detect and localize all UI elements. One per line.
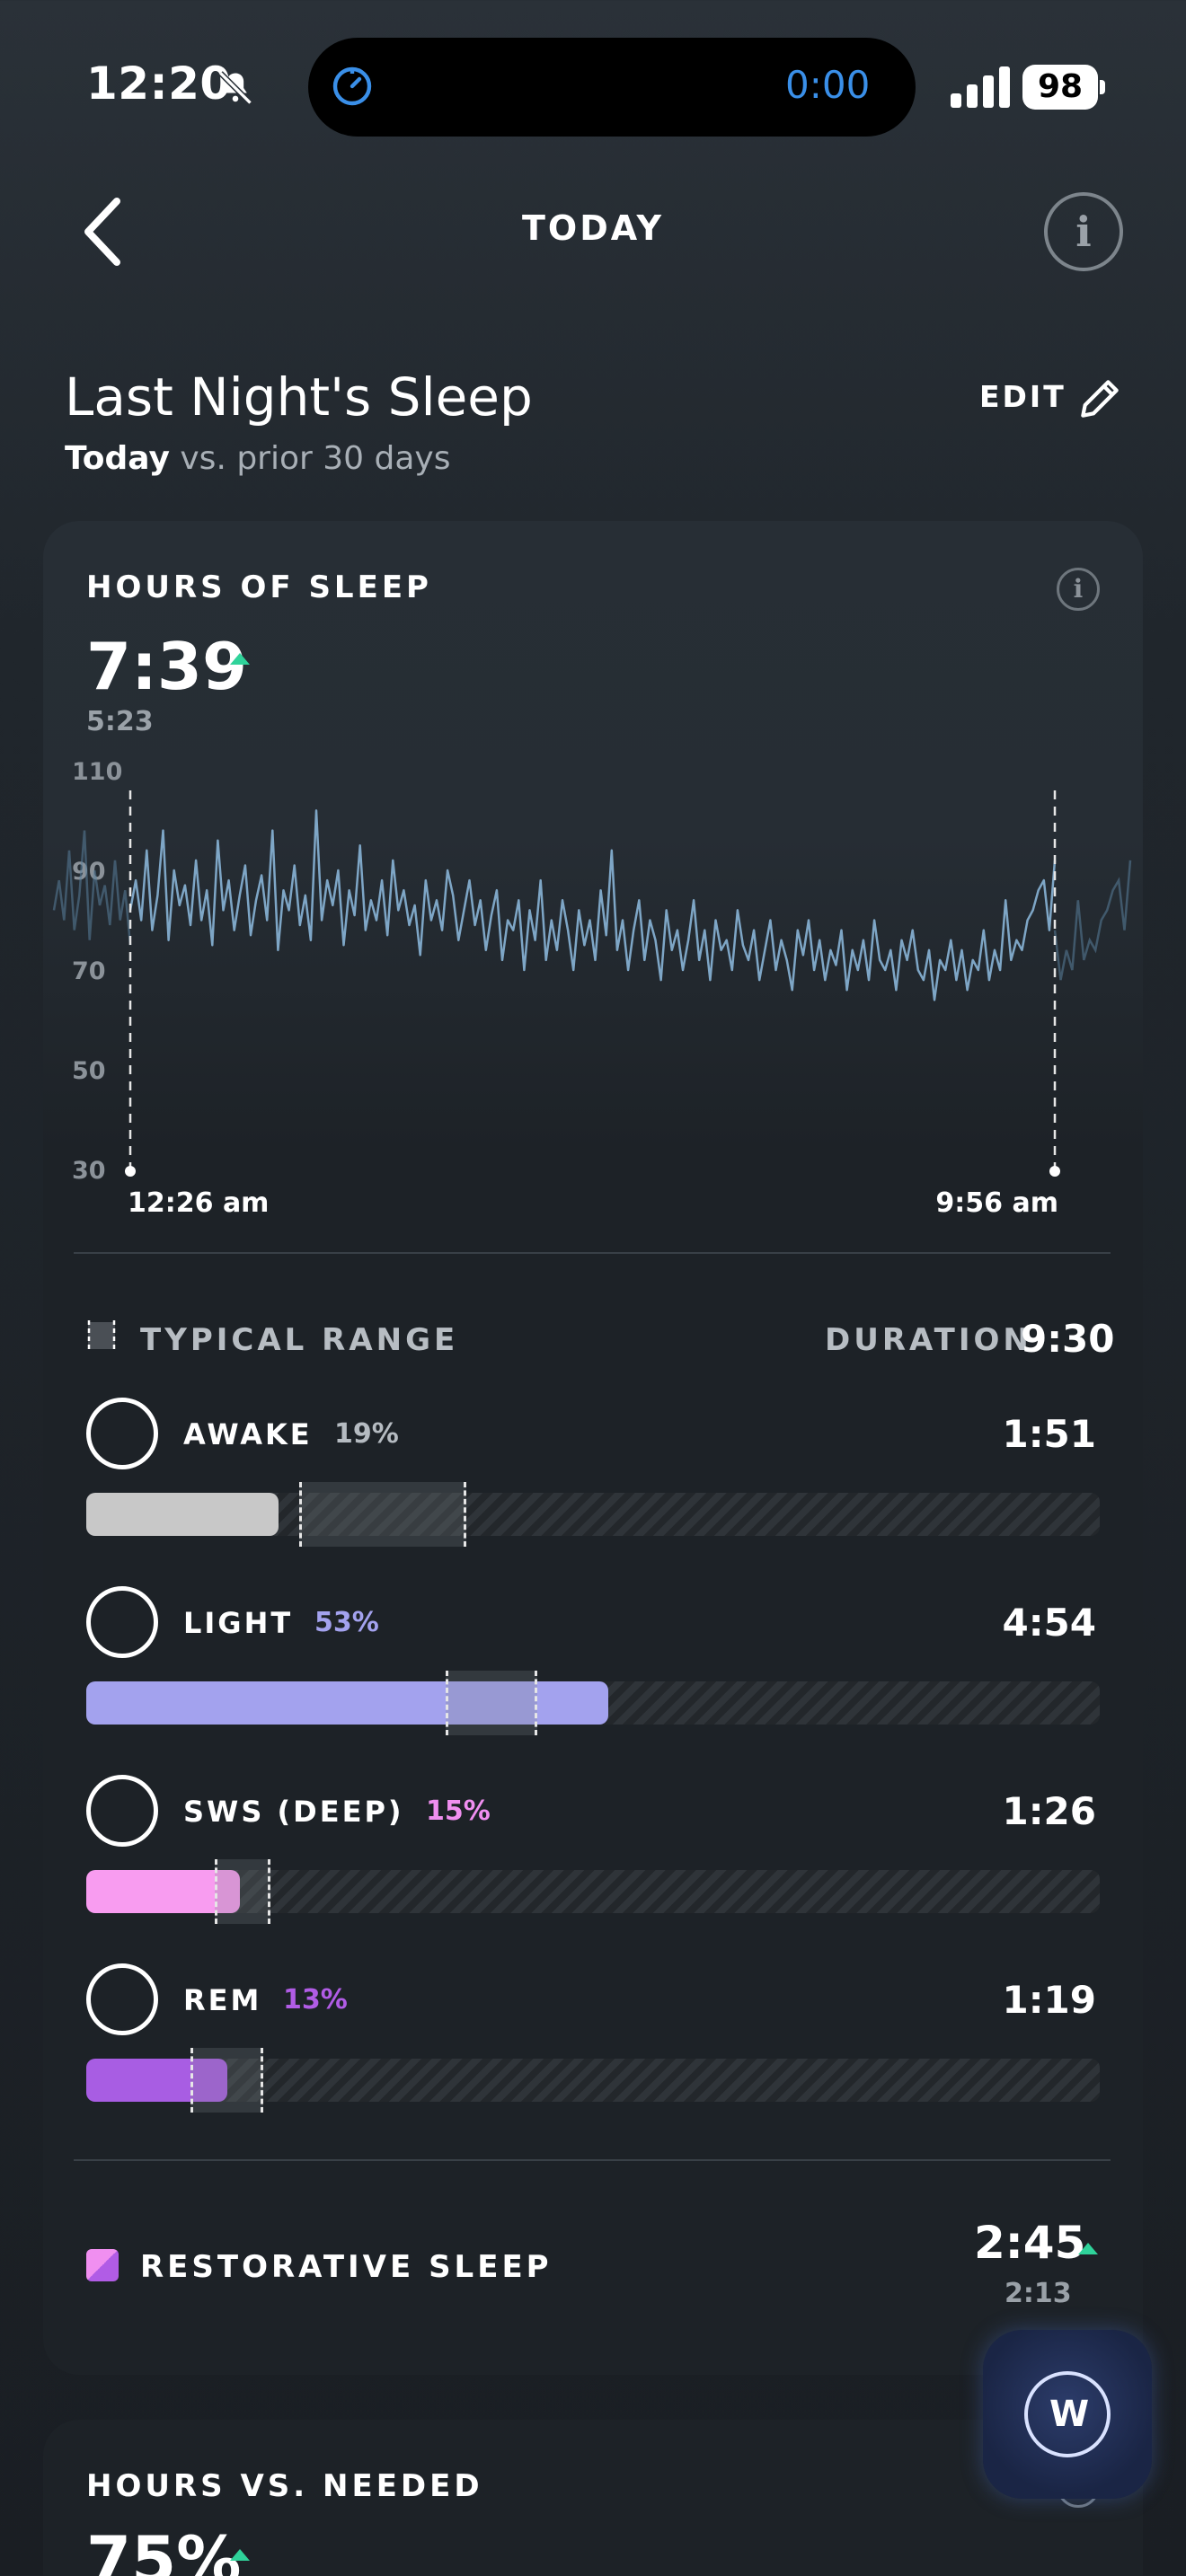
timer-icon [332,66,372,106]
y-tick-label: 110 [72,758,122,786]
stage-circle-2[interactable] [86,1775,158,1847]
end-dot [1049,1166,1060,1177]
stage-percent: 19% [334,1418,399,1450]
signal-icon [951,66,1010,108]
whoop-logo-icon[interactable]: W [1024,2371,1111,2457]
hours-vs-needed-card [43,2420,1143,2576]
stage-time: 1:19 [1002,1978,1096,2022]
y-tick-label: 30 [72,1157,106,1185]
status-time: 12:20 [86,57,232,110]
divider [74,1252,1111,1254]
divider [74,2159,1111,2161]
typical-range-label: TYPICAL RANGE [140,1322,459,1358]
trend-up-icon [230,2549,250,2561]
restorative-sleep-icon [86,2249,119,2281]
pencil-icon[interactable] [1075,374,1125,424]
heart-rate-chart: 110 90 70 50 30 12:26 am 9:56 am [52,758,1132,1219]
stage-bar-fill [86,2059,227,2102]
y-tick-label: 90 [72,858,106,886]
start-time-label: 12:26 am [128,1187,269,1219]
stage-percent: 53% [314,1607,379,1638]
restorative-sleep-value: 2:45 [974,2217,1086,2269]
hours-info-icon[interactable]: i [1057,568,1100,611]
trend-up-icon [230,653,250,665]
trend-up-icon [1078,2243,1098,2254]
info-icon[interactable]: i [1044,192,1123,271]
stage-circle-1[interactable] [86,1586,158,1658]
page-title: TODAY [521,208,665,248]
y-tick-label: 70 [72,957,106,985]
stage-percent: 15% [426,1795,491,1827]
stage-track [86,1870,1100,1913]
stage-label: SWS (DEEP) [183,1795,404,1829]
heart-rate-line [128,809,1057,1001]
typical-range-icon [87,1320,116,1351]
duration-label: DURATION [825,1322,1032,1358]
edit-button[interactable]: EDIT [979,379,1067,414]
hours-of-sleep-previous: 5:23 [86,706,154,737]
section-subtitle: Today vs. prior 30 days [65,440,451,477]
timer-text: 0:00 [785,63,871,107]
duration-value: 9:30 [1021,1317,1115,1361]
stage-percent: 13% [283,1984,348,2016]
stage-time: 4:54 [1002,1601,1096,1645]
stage-label: LIGHT [183,1606,294,1640]
stage-bar-fill [86,1681,608,1725]
dynamic-island[interactable] [308,38,916,137]
battery-level: 98 [1022,65,1098,110]
stage-circle-0[interactable] [86,1398,158,1469]
battery-icon: 98 [1022,65,1105,110]
restorative-sleep-label: RESTORATIVE SLEEP [140,2249,553,2285]
typical-range-marker [190,2048,264,2113]
y-tick-label: 50 [72,1057,106,1085]
hours-of-sleep-title: HOURS OF SLEEP [86,569,432,605]
typical-range-marker [215,1859,271,1924]
stage-label: AWAKE [183,1417,313,1451]
restorative-sleep-previous: 2:13 [1005,2278,1072,2309]
section-title: Last Night's Sleep [65,366,533,428]
stage-circle-3[interactable] [86,1963,158,2035]
end-time-label: 9:56 am [935,1187,1058,1219]
stage-track [86,2059,1100,2102]
typical-range-marker [446,1671,537,1735]
bell-muted-icon [218,71,252,105]
stage-bar-fill [86,1870,241,1913]
stage-label: REM [183,1983,262,2017]
stage-time: 1:51 [1002,1412,1096,1456]
start-dot [125,1166,136,1177]
stage-time: 1:26 [1002,1789,1096,1833]
hours-vs-needed-value: 75% [86,2522,242,2576]
hours-vs-needed-title: HOURS VS. NEEDED [86,2468,483,2504]
stage-bar-fill [86,1493,279,1536]
back-chevron-icon[interactable] [79,194,126,269]
typical-range-marker [298,1482,466,1547]
hours-of-sleep-value: 7:39 [86,629,248,704]
